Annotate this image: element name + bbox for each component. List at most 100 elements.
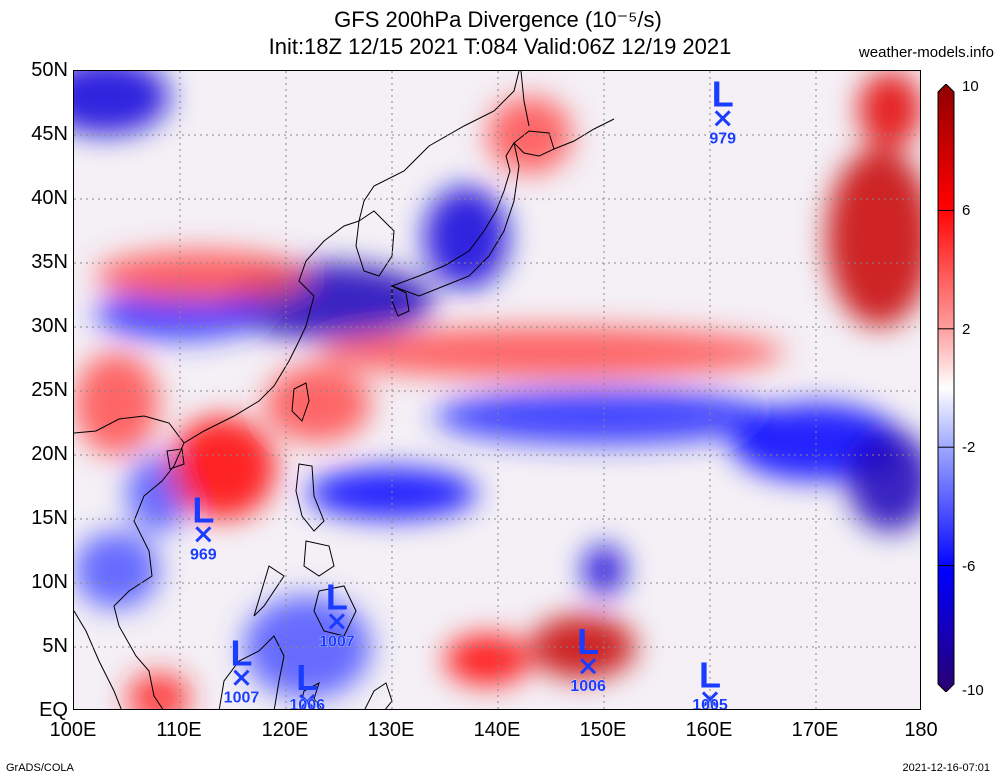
coastline-palawan [253, 565, 285, 617]
coastline-china-east [183, 71, 520, 444]
coastline-hainan [166, 448, 185, 470]
colorbar-label: 6 [962, 202, 971, 220]
low-center-cross [580, 658, 597, 675]
chart-subtitle: Init:18Z 12/15 2021 T:084 Valid:06Z 12/1… [268, 34, 732, 59]
coastlines [74, 71, 615, 709]
low-pressure-value: 1005 [692, 697, 728, 710]
colorbar-label: -2 [962, 439, 976, 457]
field-blob-7 [307, 467, 477, 519]
coastline-japan-kyushu [391, 285, 410, 317]
low-symbol: L [192, 489, 214, 530]
low-pressure-center: L 979 [709, 73, 736, 147]
coastline-mainland [74, 415, 185, 709]
coastline-malay [74, 610, 122, 709]
low-pressure-center: L 969 [190, 489, 217, 563]
map-panel: L 979 L 969 L 1007 L 1007 L 1006 L 1006 L 1005 [73, 70, 921, 710]
colorbar-label: 2 [962, 320, 971, 338]
lon-label: 100E [49, 719, 97, 741]
field-blob-10 [74, 531, 159, 609]
low-center-cross [714, 110, 731, 127]
lat-label: EQ [39, 699, 68, 721]
site-credit: weather-models.info [858, 44, 994, 61]
lon-label: 180 [904, 719, 938, 741]
coastline-mindanao [313, 585, 357, 637]
low-center-cross [233, 669, 250, 686]
field-blob-20 [264, 365, 371, 443]
field-blob-3 [95, 288, 265, 340]
field-blob-14 [317, 327, 785, 379]
generation-timestamp: 2021-12-16-07:01 [902, 762, 990, 774]
low-pressure-value: 1007 [319, 633, 355, 650]
coastline-borneo [218, 635, 285, 709]
lon-label: 110E [156, 719, 202, 741]
low-center-cross [701, 691, 719, 708]
field-blob-22 [487, 96, 573, 174]
low-symbol: L [699, 654, 721, 695]
coastline-luzon [295, 463, 325, 532]
low-symbol: L [712, 73, 734, 114]
low-center-cross [195, 526, 212, 543]
field-blob-16 [169, 416, 276, 519]
lat-label: 50N [31, 59, 68, 81]
lat-label: 20N [31, 443, 68, 465]
low-center-cross [299, 693, 316, 709]
field-blob-21 [127, 672, 191, 709]
field-blob-0 [74, 71, 170, 135]
low-pressure-value: 979 [709, 130, 736, 147]
coastline-taiwan [291, 382, 310, 422]
colorbar-label: -10 [962, 682, 984, 699]
coastline-japan-honshu [390, 141, 520, 297]
low-pressure-value: 1006 [570, 678, 606, 695]
lat-label: 30N [31, 315, 68, 337]
chart-title: GFS 200hPa Divergence (10⁻⁵/s) [334, 7, 662, 32]
coastline-new-guinea [364, 682, 393, 709]
lat-label: 45N [31, 123, 68, 145]
field-blob-18 [529, 615, 636, 679]
colorbar [937, 84, 955, 692]
low-pressure-center: L 1007 [319, 576, 355, 650]
coastline-visayas [303, 540, 335, 577]
lon-label: 120E [261, 719, 309, 741]
graticule [74, 71, 920, 709]
field-blob-19 [445, 634, 530, 686]
lat-label: 40N [31, 187, 68, 209]
low-pressure-value: 969 [190, 546, 217, 563]
lat-label: 5N [42, 635, 68, 657]
low-pressure-value: 1006 [289, 697, 325, 710]
low-pressure-center: L 1006 [570, 621, 606, 695]
colorbar-label: 10 [962, 78, 979, 95]
low-symbol: L [326, 576, 348, 617]
field-blob-13 [858, 71, 920, 148]
field-blob-6 [847, 429, 920, 532]
low-symbol: L [577, 621, 599, 662]
lat-label: 15N [31, 507, 68, 529]
colorbar-gradient [937, 84, 955, 692]
coastline-korea [355, 210, 395, 277]
field-blob-15 [95, 250, 308, 302]
low-pressure-value: 1007 [224, 690, 260, 707]
software-credit: GrADS/COLA [6, 762, 74, 774]
field-blob-2 [423, 186, 509, 289]
low-symbol: L [296, 657, 318, 698]
field-background [74, 71, 920, 709]
lon-label: 160E [685, 719, 733, 741]
lon-label: 150E [579, 719, 627, 741]
low-center-cross [328, 613, 345, 630]
lat-label: 10N [31, 571, 68, 593]
low-pressure-center: L 1007 [223, 633, 260, 707]
lat-label: 35N [31, 251, 68, 273]
low-pressure-center: L 1005 [692, 654, 728, 710]
field-blob-4 [434, 388, 774, 445]
lon-label: 170E [791, 719, 839, 741]
colorbar-label: -6 [962, 557, 976, 575]
lon-label: 130E [367, 719, 415, 741]
coastline-sakhalin [520, 71, 530, 127]
field-blob-12 [826, 147, 920, 327]
field-blob-17 [74, 352, 159, 455]
low-symbol: L [230, 633, 252, 674]
lon-label: 140E [473, 719, 521, 741]
lat-label: 25N [31, 379, 68, 401]
